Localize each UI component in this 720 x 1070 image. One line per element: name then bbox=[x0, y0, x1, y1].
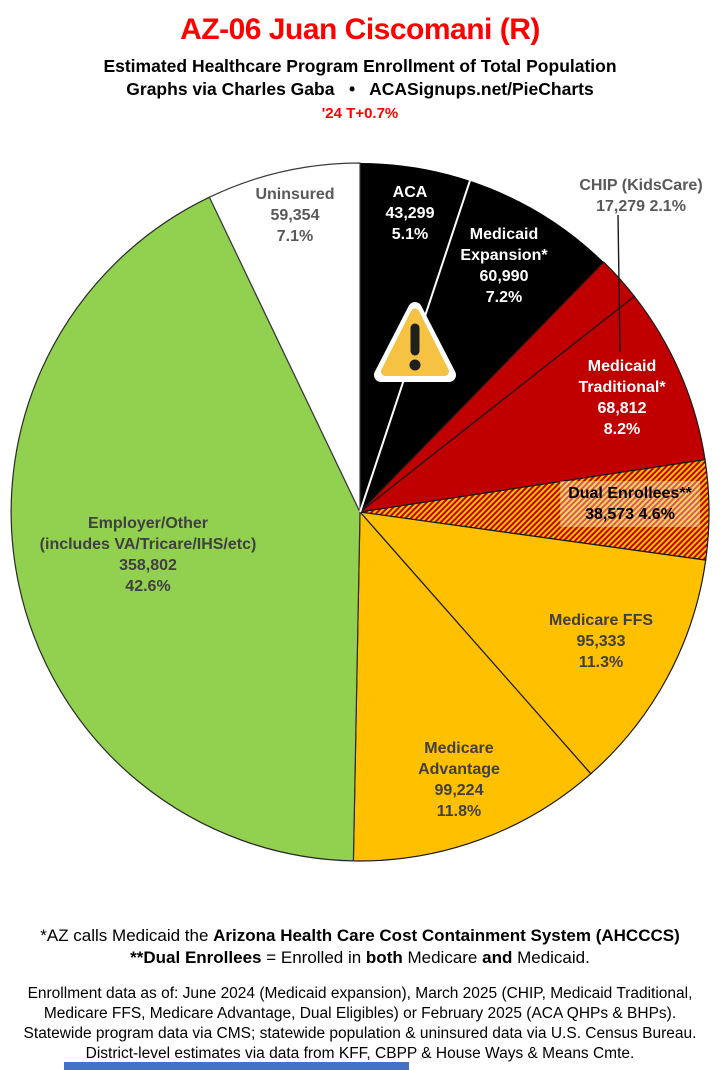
pie-slice-medicaid-expansion bbox=[360, 180, 604, 513]
page-subtitle: Estimated Healthcare Program Enrollment … bbox=[103, 56, 617, 76]
pie-slices bbox=[10, 162, 710, 862]
trend-label: '24 T+0.7% bbox=[321, 105, 399, 122]
footnote-line-1: *AZ calls Medicaid the Arizona Health Ca… bbox=[40, 926, 680, 945]
pie-slice-uninsured bbox=[208, 162, 361, 513]
warning-triangle-icon bbox=[374, 302, 456, 382]
chip-leader-line bbox=[617, 214, 621, 353]
pie-slice-medicare-advantage bbox=[352, 510, 592, 862]
pie-slice-medicare-ffs bbox=[358, 511, 707, 775]
footnote-sources: Enrollment data as of: June 2024 (Medica… bbox=[23, 985, 697, 1062]
footnote-asterisks: *AZ calls Medicaid the Arizona Health Ca… bbox=[0, 925, 720, 969]
pie-slice-employer-other bbox=[10, 196, 361, 862]
pie-slice-medicaid-traditional bbox=[357, 295, 706, 513]
credit-line: Graphs via Charles Gaba • ACASignups.net… bbox=[126, 79, 594, 99]
footnote-line-2: **Dual Enrollees = Enrolled in both Medi… bbox=[130, 948, 590, 967]
header: AZ-06 Juan Ciscomani (R) Estimated Healt… bbox=[0, 12, 720, 123]
bottom-blue-bar bbox=[64, 1062, 409, 1070]
page-title: AZ-06 Juan Ciscomani (R) bbox=[180, 13, 540, 46]
